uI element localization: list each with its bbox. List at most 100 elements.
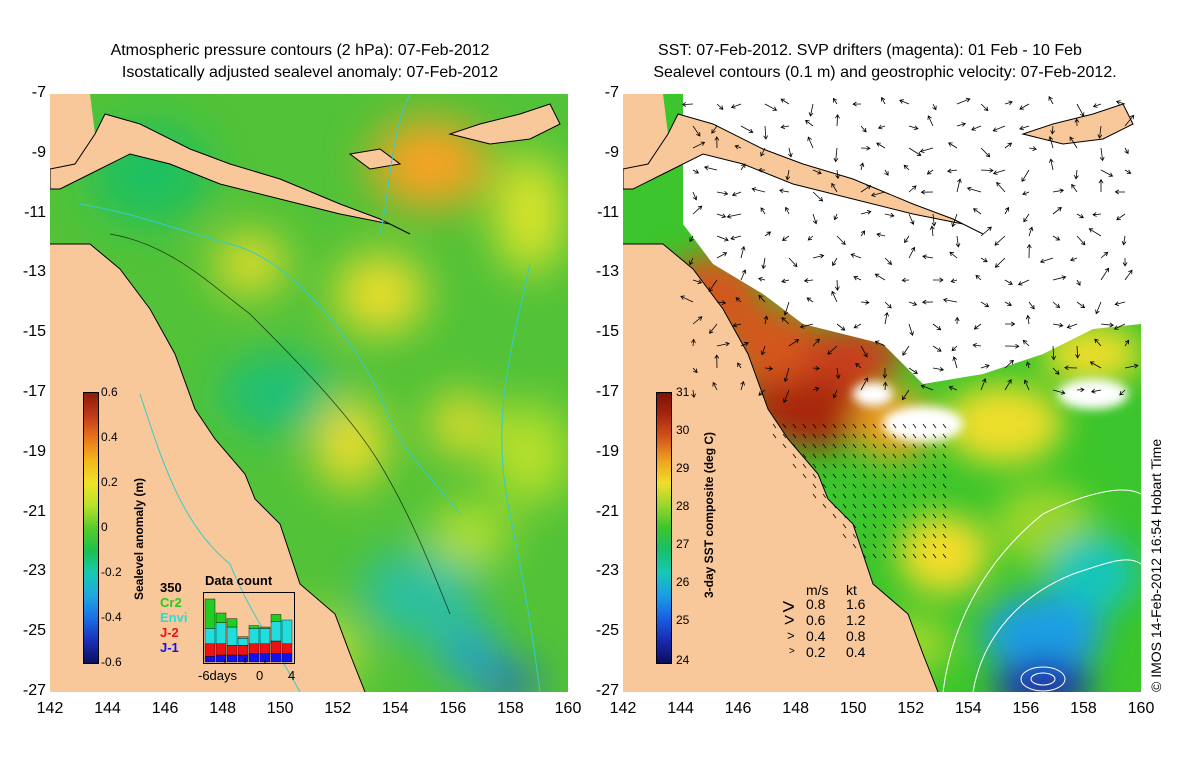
velocity-arrow [832, 473, 837, 479]
right-y-tick-9: -25 [595, 622, 619, 640]
sst-map-graphic [623, 94, 1141, 692]
velocity-arrow [932, 443, 937, 449]
velocity-arrow [919, 147, 934, 153]
right-cb-tick-2: 29 [676, 461, 690, 475]
velocity-arrow [782, 389, 790, 404]
velocity-arrow [892, 453, 897, 459]
right-colorbar [656, 392, 672, 664]
velocity-arrow [812, 423, 817, 429]
right-y-tick-5: -17 [595, 383, 619, 400]
right-title-line2: Sealevel contours (0.1 m) and geostrophi… [653, 64, 1117, 81]
velocity-arrow [872, 473, 877, 479]
velocity-arrow [912, 513, 917, 519]
velocity-arrow [902, 523, 907, 529]
velocity-arrow [780, 124, 790, 130]
right-cb-tick-5: 26 [676, 575, 690, 589]
velocity-arrow [763, 125, 769, 140]
left-y-tick-10: -27 [22, 682, 46, 699]
velocity-arrow [1005, 321, 1016, 327]
velocity-arrow [832, 97, 838, 105]
data-count-bar-5-j2 [259, 643, 271, 654]
velocity-arrow [922, 493, 927, 499]
vector-legend-row1-kt: 1.2 [846, 612, 866, 628]
velocity-arrow [1089, 361, 1102, 369]
velocity-arrow [902, 463, 907, 469]
velocity-arrow [1070, 257, 1078, 262]
velocity-arrow [892, 473, 897, 479]
velocity-arrow [1022, 190, 1030, 196]
vector-legend-row0-kt: 1.6 [846, 596, 866, 612]
velocity-arrow [832, 423, 837, 429]
velocity-arrow [892, 523, 897, 529]
velocity-arrow [912, 523, 917, 529]
velocity-arrow [1075, 345, 1080, 359]
velocity-arrow [932, 493, 937, 499]
velocity-arrow [1076, 103, 1085, 117]
velocity-arrow [892, 513, 897, 519]
velocity-arrow [932, 463, 937, 469]
velocity-arrow [1052, 322, 1064, 328]
velocity-arrow [812, 169, 822, 175]
velocity-arrow [832, 433, 837, 439]
imos-credit: © IMOS 14-Feb-2012 16:54 Hobart Time [1148, 438, 1164, 692]
velocity-arrow [892, 543, 897, 549]
velocity-arrow [892, 443, 897, 449]
velocity-arrow [822, 443, 827, 449]
velocity-arrow [760, 345, 766, 356]
velocity-arrow [922, 503, 927, 509]
velocity-arrow [932, 503, 937, 509]
velocity-arrow [942, 513, 947, 519]
velocity-arrow [1004, 206, 1010, 215]
left-cb-tick-0: 0.6 [101, 385, 118, 399]
right-colorbar-gradient [657, 393, 671, 663]
velocity-arrow [860, 377, 869, 391]
velocity-arrow [932, 533, 937, 539]
velocity-arrow [882, 367, 888, 379]
velocity-arrow [1052, 301, 1061, 309]
left-x-tick-8: 158 [497, 700, 524, 717]
velocity-arrow [680, 295, 694, 303]
data-count-xtick-1: 0 [256, 668, 264, 683]
right-cb-tick-3: 28 [676, 499, 690, 513]
left-cb-tick-4: -0.2 [101, 565, 122, 579]
sst-map[interactable] [623, 94, 1141, 692]
mission-j2: J-2 [160, 625, 179, 640]
velocity-arrow [902, 513, 907, 519]
velocity-arrow [908, 213, 915, 226]
velocity-arrow [862, 513, 867, 519]
sealevel-anomaly-map[interactable] [50, 94, 568, 692]
velocity-arrow [842, 443, 847, 449]
left-y-tick-3: -13 [22, 263, 46, 281]
velocity-arrow [862, 453, 867, 459]
velocity-arrow [1092, 212, 1102, 217]
velocity-arrow [761, 257, 767, 270]
velocity-arrow [912, 423, 917, 429]
velocity-arrow [835, 169, 841, 180]
velocity-arrow [908, 246, 916, 259]
velocity-arrow [892, 423, 897, 429]
velocity-arrow [808, 103, 814, 117]
velocity-arrow [692, 169, 700, 174]
velocity-arrow [760, 207, 766, 215]
velocity-arrow [692, 191, 698, 201]
velocity-arrow [1071, 183, 1078, 193]
velocity-arrow [812, 473, 817, 479]
velocity-arrow [892, 433, 897, 439]
velocity-arrow [1023, 213, 1030, 223]
velocity-arrow [949, 251, 958, 259]
velocity-arrow [852, 503, 857, 509]
velocity-arrow [842, 493, 847, 499]
data-count-bar-3-cr2 [237, 636, 249, 639]
velocity-arrow [892, 503, 897, 509]
velocity-arrow [860, 299, 870, 305]
velocity-arrow [912, 533, 917, 539]
left-x-tick-4: 150 [266, 700, 294, 717]
right-cb-tick-4: 27 [676, 537, 690, 551]
velocity-arrow [922, 473, 927, 479]
velocity-arrow [872, 503, 877, 509]
velocity-arrow [862, 463, 867, 469]
velocity-arrow [862, 553, 867, 559]
velocity-arrow [862, 473, 867, 479]
velocity-arrow [792, 463, 797, 469]
velocity-arrow [876, 232, 886, 238]
